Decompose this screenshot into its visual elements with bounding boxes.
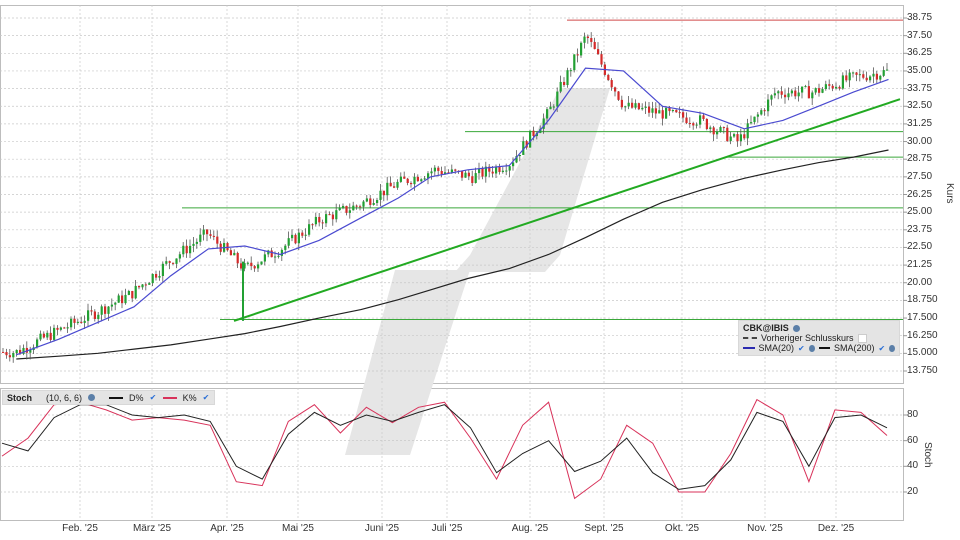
month-label: März '25 <box>132 523 172 534</box>
price-legend-title-row: CBK@IBIS <box>743 323 895 333</box>
month-label: Apr. '25 <box>210 523 244 534</box>
k-line-icon <box>162 396 177 399</box>
sma200-label: SMA(200) <box>834 343 875 353</box>
sma200-line-icon <box>818 347 831 349</box>
settings-icon[interactable] <box>792 324 800 332</box>
stoch-tick-label: 40 <box>907 460 919 472</box>
sma20-label: SMA(20) <box>758 343 795 353</box>
price-tick-label: 38.75 <box>907 12 933 23</box>
price-tick-label: 26.25 <box>907 188 933 200</box>
price-tick-label: 30.00 <box>907 135 933 147</box>
price-tick-label: 17.500 <box>907 312 938 324</box>
price-tick-label: 36.25 <box>907 47 933 59</box>
price-tick-label: 25.00 <box>907 206 933 218</box>
stoch-axis-title: Stoch <box>922 442 933 468</box>
stoch-settings-icon[interactable] <box>88 394 96 401</box>
price-tick-label: 16.250 <box>907 329 938 341</box>
month-label: Feb. '25 <box>62 523 98 534</box>
month-label: Mai '25 <box>282 523 314 534</box>
prev-close-label: Vorheriger Schlusskurs <box>761 333 854 343</box>
sma200-settings-icon[interactable] <box>889 344 895 352</box>
legend-sma-row: SMA(20) ✔ SMA(200) ✔ <box>743 343 895 353</box>
price-tick-label: 20.00 <box>907 276 933 288</box>
price-tick-label: 23.75 <box>907 223 933 235</box>
k-label: K% <box>182 392 197 403</box>
d-checkbox[interactable]: ✔ <box>149 393 157 402</box>
price-tick-label: 35.00 <box>907 64 933 76</box>
month-label: Nov. '25 <box>747 523 783 534</box>
d-label: D% <box>129 392 144 403</box>
symbol-label: CBK@IBIS <box>743 323 789 333</box>
price-tick-label: 37.50 <box>907 29 933 41</box>
month-label: Sept. '25 <box>584 523 624 534</box>
stoch-tick-label: 20 <box>907 485 919 497</box>
price-tick-label: 15.000 <box>907 347 938 359</box>
legend-prev-close: Vorheriger Schlusskurs <box>743 333 895 343</box>
stoch-legend: Stoch (10, 6, 6) D% ✔ K% ✔ <box>2 390 215 405</box>
price-tick-label: 32.50 <box>907 100 933 112</box>
month-label: Okt. '25 <box>664 523 700 534</box>
sma20-checkbox[interactable]: ✔ <box>798 343 805 353</box>
price-tick-label: 22.50 <box>907 241 933 253</box>
stoch-params: (10, 6, 6) <box>46 392 83 403</box>
month-label: Juni '25 <box>364 523 400 534</box>
price-tick-label: 27.50 <box>907 170 933 182</box>
price-tick-label: 33.75 <box>907 82 933 94</box>
sma20-line-icon <box>743 347 755 349</box>
stoch-tick-label: 80 <box>907 409 919 420</box>
price-tick-label: 31.25 <box>907 117 933 129</box>
stoch-title: Stoch <box>7 392 33 403</box>
sma20-settings-icon[interactable] <box>808 344 815 352</box>
price-tick-label: 28.75 <box>907 153 933 165</box>
sma200-checkbox[interactable]: ✔ <box>878 343 886 353</box>
stoch-tick-label: 60 <box>907 434 919 446</box>
month-label: Aug. '25 <box>511 523 549 534</box>
month-label: Dez. '25 <box>817 523 855 534</box>
month-label: Juli '25 <box>431 523 463 534</box>
d-line-icon <box>109 396 124 399</box>
price-tick-label: 13.750 <box>907 365 938 376</box>
price-axis-title: Kurs <box>944 183 955 204</box>
price-tick-label: 18.750 <box>907 294 938 306</box>
prev-close-checkbox[interactable] <box>857 333 867 343</box>
price-tick-label: 21.25 <box>907 259 933 271</box>
dashed-line-icon <box>743 337 757 339</box>
price-legend: CBK@IBIS Vorheriger Schlusskurs SMA(20) … <box>738 320 900 356</box>
k-checkbox[interactable]: ✔ <box>202 393 210 402</box>
